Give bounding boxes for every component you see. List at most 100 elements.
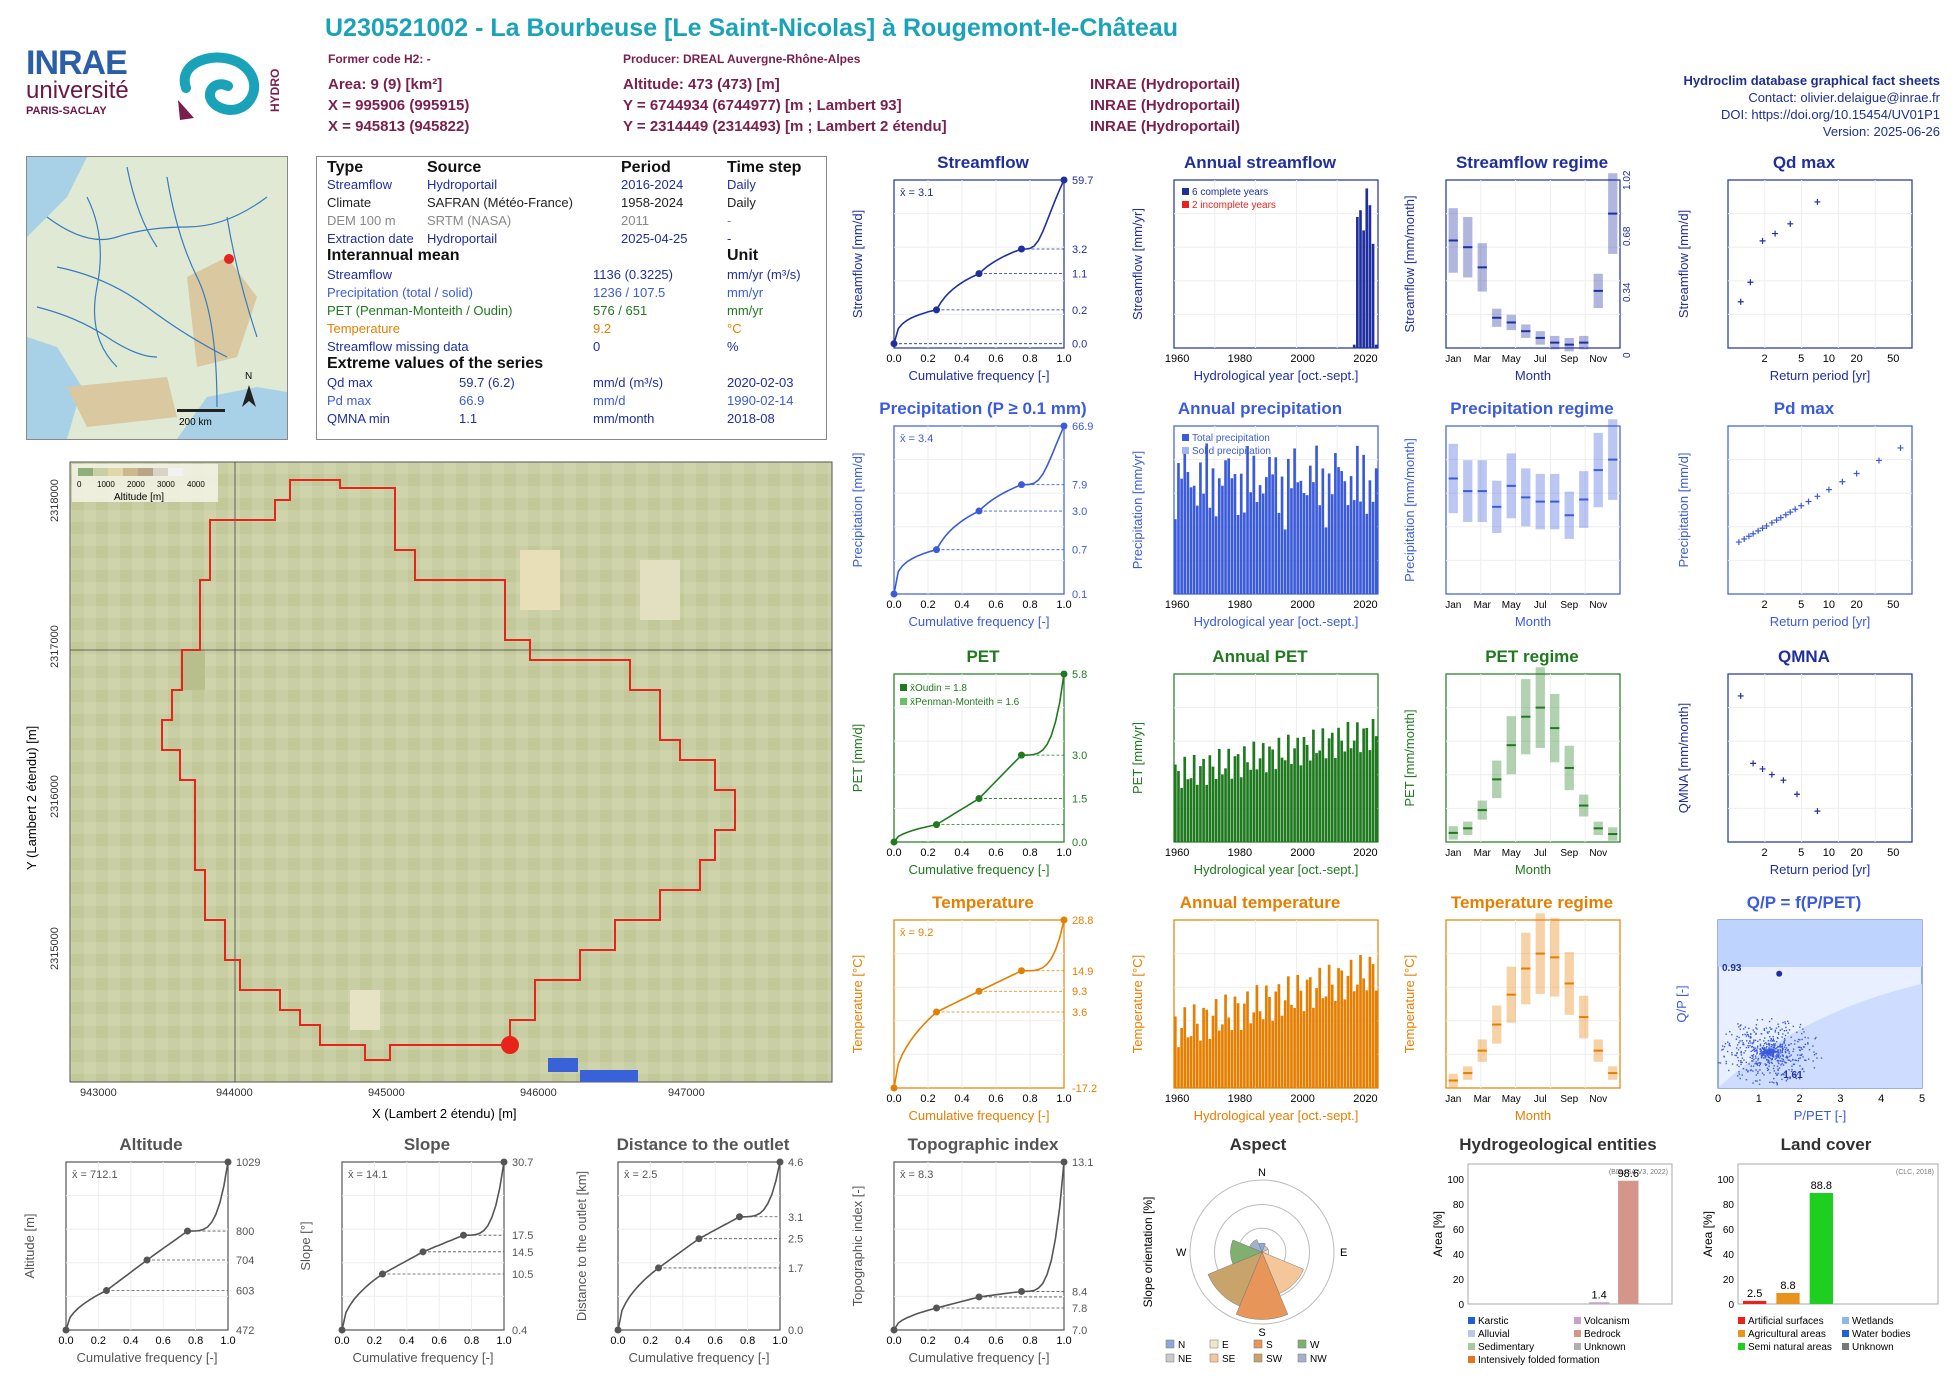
mean-streamflow-unit: mm/yr (m³/s) [727,267,801,282]
budyko-point [1753,1050,1756,1052]
budyko-point [1768,1020,1771,1023]
budyko-point [1776,1074,1779,1076]
streamflow-ylabel: Streamflow [mm/d] [850,210,865,318]
budyko-point [1768,1060,1770,1063]
annual_precipitation-bar [1308,465,1312,594]
annual_temperature-bar [1258,1011,1262,1088]
pet-right-tick: 3.0 [1072,750,1087,762]
budyko-point [1764,1050,1767,1052]
distance-mean: x̄ = 2.5 [624,1169,657,1181]
annual_precipitation-bar [1227,458,1231,594]
qmna-point [1759,765,1766,772]
budyko-point [1765,1051,1768,1054]
budyko-point [1751,1042,1754,1045]
qmna-x-tick: 10 [1823,847,1835,859]
hydrogeology-ylabel: Area [%] [1431,1211,1445,1257]
budyko-point [1773,1070,1775,1072]
annual_pet-title: Annual PET [1212,647,1308,666]
budyko-point [1782,1048,1784,1050]
temperature-point [933,1008,940,1016]
altitude-point [224,1158,232,1166]
annual_pet-bar [1283,760,1287,842]
budyko-point [1755,1062,1757,1065]
annual_temperature-bar [1308,977,1312,1088]
budyko-point [1772,1052,1774,1055]
budyko-point [1766,1067,1769,1069]
distance-point [776,1158,784,1166]
budyko-point [1755,1061,1757,1063]
budyko-point [1784,1039,1786,1041]
slope-xlabel: Cumulative frequency [-] [353,1350,494,1365]
row-extraction-period: 2025-04-25 [621,231,688,246]
budyko-point [1761,1051,1764,1053]
topo_index-x-tick: 0.8 [1022,1335,1037,1347]
budyko-point [1770,1045,1772,1048]
budyko-point [1772,1038,1775,1040]
streamflow-x-tick: 0.4 [954,353,969,365]
budyko-point [1767,1054,1769,1056]
budyko-point [1781,1044,1783,1046]
budyko-point [1769,1050,1772,1052]
budyko-point [1765,1064,1767,1067]
budyko-point [1782,1055,1784,1057]
altitude-right-tick: 472 [236,1325,254,1337]
credits-contact[interactable]: Contact: olivier.delaigue@inrae.fr [1748,90,1940,105]
budyko-point [1784,1034,1787,1037]
budyko-point [1750,1033,1752,1035]
budyko-point [1775,1057,1777,1059]
row-streamflow-source: Hydroportail [427,177,498,192]
budyko-point [1766,1050,1769,1053]
budyko-point [1740,1061,1742,1064]
annual_pet-bar [1365,727,1369,842]
budyko-point [1767,1051,1769,1053]
credits-doi[interactable]: DOI: https://doi.org/10.15454/UV01P1 [1721,107,1940,122]
plot-frame [893,919,1065,1089]
annual_precipitation-bar [1230,478,1234,594]
budyko-point [1752,1042,1754,1044]
budyko-point [1766,1050,1768,1053]
budyko-point [1756,1049,1758,1051]
budyko-point [1766,1051,1768,1053]
budyko-point [1759,1044,1762,1047]
topo_index-point [933,1304,940,1312]
budyko-point [1746,1031,1748,1033]
col-period: Period [621,159,671,176]
plot-frame [1445,425,1621,595]
budyko-point [1805,1059,1807,1062]
budyko-point [1792,1058,1794,1061]
altitude-x-tick: 0.8 [188,1335,203,1347]
annual_precipitation-bar [1318,505,1322,594]
budyko-point [1771,1062,1773,1064]
budyko-point [1804,1043,1807,1046]
ext-qmna-label: QMNA min [327,411,390,426]
budyko-point [1761,1055,1763,1058]
pet-right-tick: 1.5 [1072,794,1087,806]
land_cover-y-tick: 40 [1723,1250,1735,1261]
annual_precipitation-bar [1214,516,1218,594]
annual_pet-bar [1214,778,1218,842]
budyko-point [1723,1056,1726,1058]
pet_regime-bar [1521,679,1531,755]
precipitation-point [1060,422,1068,430]
annual_pet-bar [1330,732,1334,842]
budyko-point [1754,1062,1756,1065]
budyko-ylabel: Q/P [-] [1674,985,1689,1022]
annual_pet-x-tick: 2000 [1290,847,1314,859]
budyko-point [1771,1051,1774,1053]
annual_temperature-bar [1362,978,1365,1088]
budyko-point [1781,1036,1783,1038]
budyko-point [1771,1049,1774,1052]
annual_temperature-bar [1327,964,1331,1088]
budyko-point [1759,1052,1762,1054]
pd_max-point [1875,457,1882,464]
streamflow-right-tick: 0.2 [1072,305,1087,317]
row-climate-type: Climate [327,195,372,210]
pet_regime-bar [1550,693,1560,763]
budyko-point [1736,1035,1738,1038]
streamflow_regime-x-tick: Sep [1560,354,1578,365]
precipitation_regime-bar [1550,473,1560,530]
pet_regime-bar [1608,827,1618,841]
annual_pet-bar [1290,764,1293,842]
qd_max-x-tick: 50 [1887,353,1899,365]
